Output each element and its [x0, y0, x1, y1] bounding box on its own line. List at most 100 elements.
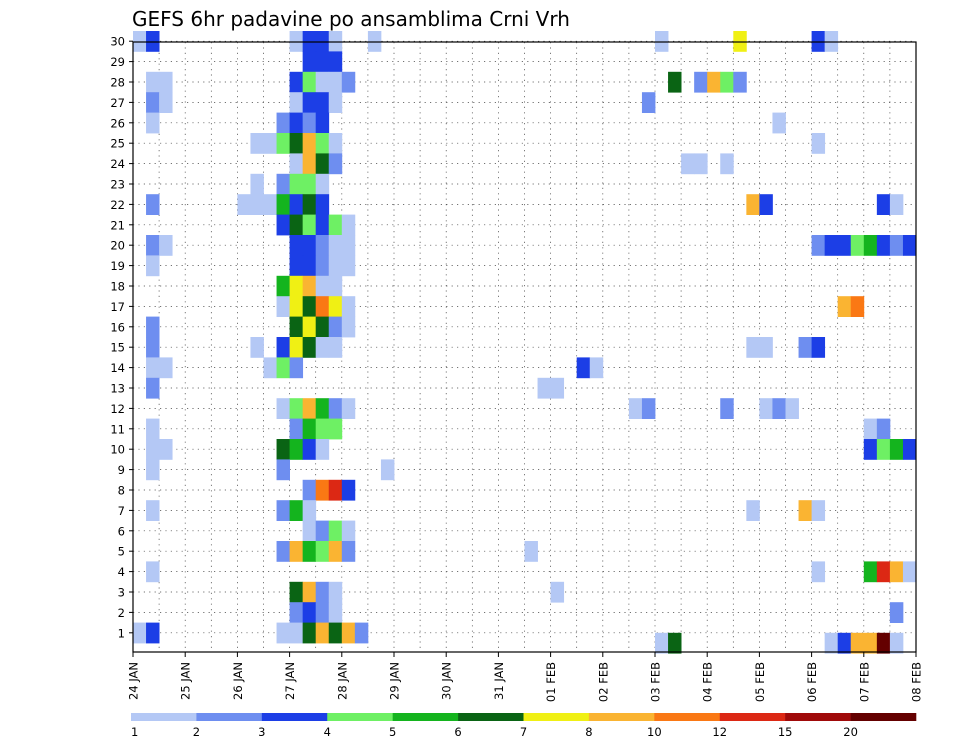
heatmap-cell: [146, 71, 160, 93]
heatmap-cell: [302, 133, 317, 154]
colorbar-swatch: [785, 713, 851, 721]
heatmap-cell: [902, 439, 917, 460]
x-tick-label: 28 JAN: [335, 662, 349, 700]
heatmap-cell: [302, 92, 317, 113]
heatmap-cell: [850, 235, 865, 256]
heatmap-cell: [276, 622, 290, 644]
heatmap-cell: [315, 133, 330, 154]
heatmap-cell: [550, 377, 565, 399]
heatmap-cell: [289, 418, 304, 440]
heatmap-cell: [380, 459, 395, 481]
x-tick-label: 31 JAN: [492, 662, 506, 700]
heatmap-cell: [302, 235, 317, 256]
heatmap-cell: [302, 479, 317, 501]
heatmap-cell: [328, 602, 343, 623]
heatmap-cell: [276, 214, 290, 236]
heatmap-cell: [146, 255, 160, 277]
heatmap-cell: [146, 500, 160, 521]
heatmap-cell: [289, 541, 304, 562]
heatmap-cell: [772, 398, 786, 419]
colorbar-swatch: [523, 713, 590, 721]
heatmap-cell: [302, 275, 317, 297]
heatmap-cell: [328, 133, 343, 154]
heatmap-cell: [302, 541, 317, 562]
heatmap-cell: [328, 92, 343, 113]
heatmap-cell: [289, 194, 304, 215]
heatmap-cell: [250, 133, 264, 154]
heatmap-cell: [811, 337, 826, 358]
heatmap-cell: [289, 337, 304, 358]
heatmap-cell: [289, 398, 304, 419]
heatmap-cell: [850, 296, 865, 317]
heatmap-cell: [746, 500, 760, 521]
heatmap-cell: [289, 235, 304, 256]
heatmap-cell: [276, 459, 290, 481]
heatmap-cell: [341, 316, 356, 338]
heatmap-cell: [328, 235, 343, 256]
heatmap-cell: [146, 377, 160, 399]
heatmap-cell: [263, 357, 277, 379]
heatmap-cell: [720, 153, 734, 175]
heatmap-cell: [341, 520, 356, 542]
heatmap-cell: [315, 194, 330, 215]
heatmap-cell: [328, 398, 343, 419]
heatmap-cell: [328, 418, 343, 440]
heatmap-cell: [641, 398, 656, 419]
y-tick-label: 5: [118, 545, 125, 559]
y-tick-label: 9: [118, 463, 125, 477]
heatmap-cell: [863, 418, 878, 440]
heatmap-cell: [315, 275, 330, 297]
x-tick-label: 26 JAN: [231, 662, 245, 700]
heatmap-cell: [837, 235, 852, 256]
heatmap-cell: [537, 377, 551, 399]
heatmap-cell: [863, 561, 878, 583]
y-tick-label: 14: [110, 361, 125, 375]
heatmap-cell: [159, 439, 173, 460]
heatmap-cell: [798, 337, 812, 358]
heatmap-cell: [733, 71, 747, 93]
heatmap-cell: [341, 214, 356, 236]
heatmap-cell: [524, 541, 538, 562]
heatmap-cell: [315, 235, 330, 256]
y-tick-label: 13: [110, 382, 125, 396]
heatmap-cell: [655, 632, 669, 654]
heatmap-cell: [289, 357, 304, 379]
heatmap-cell: [289, 316, 304, 338]
colorbar-swatch: [196, 713, 263, 721]
heatmap-cell: [759, 194, 773, 215]
colorbar-swatch: [719, 713, 786, 721]
heatmap-cell: [328, 275, 343, 297]
heatmap-cell: [302, 602, 317, 623]
y-tick-label: 29: [110, 55, 125, 69]
colorbar-swatch: [392, 713, 459, 721]
heatmap-cell: [694, 153, 708, 175]
heatmap-cell: [146, 92, 160, 113]
heatmap-cell: [341, 622, 356, 644]
y-tick-label: 11: [110, 422, 125, 436]
heatmap-cell: [289, 439, 304, 460]
y-tick-label: 30: [110, 35, 125, 49]
heatmap-cell: [146, 439, 160, 460]
heatmap-cell: [863, 235, 878, 256]
heatmap-cell: [354, 622, 369, 644]
heatmap-cell: [315, 316, 330, 338]
heatmap-cell: [315, 602, 330, 623]
y-tick-label: 23: [110, 178, 125, 192]
heatmap-cell: [837, 296, 852, 317]
heatmap-cell: [876, 235, 891, 256]
heatmap-cell: [289, 133, 304, 154]
heatmap-cell: [302, 296, 317, 317]
heatmap-cell: [759, 398, 773, 419]
heatmap-cell: [550, 581, 565, 603]
colorbar-label: 12: [712, 725, 727, 739]
heatmap-cell: [289, 275, 304, 297]
heatmap-cell: [876, 439, 891, 460]
heatmap-cell: [341, 255, 356, 277]
heatmap-cell: [159, 92, 173, 113]
heatmap-cell: [759, 337, 773, 358]
heatmap-cell: [315, 112, 330, 134]
heatmap-cell: [811, 235, 826, 256]
y-tick-label: 25: [110, 137, 125, 151]
heatmap-cell: [289, 500, 304, 521]
heatmap-cell: [302, 418, 317, 440]
